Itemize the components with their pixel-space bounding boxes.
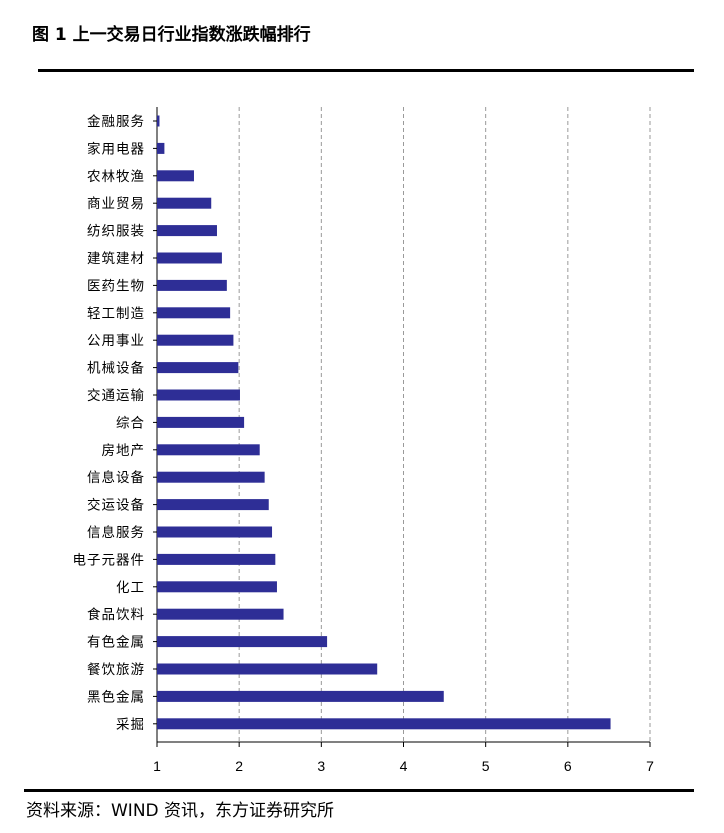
category-label: 轻工制造: [87, 306, 145, 322]
category-label: 化工: [116, 580, 145, 596]
x-tick-label: 6: [564, 758, 572, 774]
category-label: 机械设备: [87, 360, 145, 377]
bar: [157, 389, 240, 401]
bar: [157, 279, 227, 291]
bars: [157, 115, 611, 730]
category-label: 交运设备: [87, 497, 145, 514]
bar: [157, 471, 265, 483]
category-label: 有色金属: [87, 634, 145, 651]
x-tick-label: 5: [482, 758, 490, 774]
bar: [157, 444, 260, 456]
category-label: 食品饮料: [87, 606, 145, 623]
category-label: 餐饮旅游: [87, 662, 145, 678]
title-divider: [38, 69, 694, 72]
bar: [157, 636, 328, 648]
category-label: 黑色金属: [87, 688, 145, 705]
bar: [157, 526, 273, 538]
bar: [157, 252, 222, 264]
bar: [157, 142, 165, 154]
category-labels: 金融服务家用电器农林牧渔商业贸易纺织服装建筑建材医药生物轻工制造公用事业机械设备…: [73, 114, 146, 733]
bar: [157, 416, 245, 428]
bar: [157, 718, 611, 730]
category-label: 电子元器件: [73, 552, 146, 568]
bar: [157, 197, 212, 209]
x-tick-label: 2: [235, 758, 243, 774]
bar: [157, 307, 231, 319]
category-label: 房地产: [102, 443, 146, 459]
bar: [157, 225, 217, 237]
bar: [157, 553, 276, 565]
bar: [157, 663, 378, 675]
category-label: 纺织服装: [87, 224, 145, 240]
x-tick-label: 3: [317, 758, 325, 774]
page-title: 图 1 上一交易日行业指数涨跌幅排行: [32, 25, 311, 45]
category-label: 综合: [116, 415, 145, 431]
category-label: 信息服务: [87, 524, 145, 541]
category-label: 农林牧渔: [87, 169, 145, 185]
bar: [157, 608, 284, 620]
category-label: 采掘: [116, 717, 145, 733]
x-tick-labels: 1 2 3 4 5 6 7: [153, 758, 654, 774]
category-label: 建筑建材: [87, 251, 145, 267]
bar: [157, 170, 194, 182]
category-label: 信息设备: [87, 469, 145, 486]
category-label: 交通运输: [87, 387, 145, 404]
footer-divider: [24, 789, 694, 792]
bar: [157, 690, 444, 702]
category-label: 金融服务: [87, 114, 145, 130]
x-tick-label: 7: [646, 758, 654, 774]
bar: [157, 499, 269, 511]
category-label: 公用事业: [87, 333, 145, 349]
x-tick-label: 1: [153, 758, 161, 774]
bar: [157, 115, 160, 127]
bar: [157, 581, 277, 593]
source-note: 资料来源：WIND 资讯，东方证券研究所: [26, 801, 335, 821]
bar: [157, 334, 234, 346]
category-label: 商业贸易: [87, 196, 145, 212]
bar: [157, 362, 239, 374]
category-label: 家用电器: [87, 140, 145, 157]
x-tick-label: 4: [400, 758, 408, 774]
category-label: 医药生物: [87, 278, 145, 294]
